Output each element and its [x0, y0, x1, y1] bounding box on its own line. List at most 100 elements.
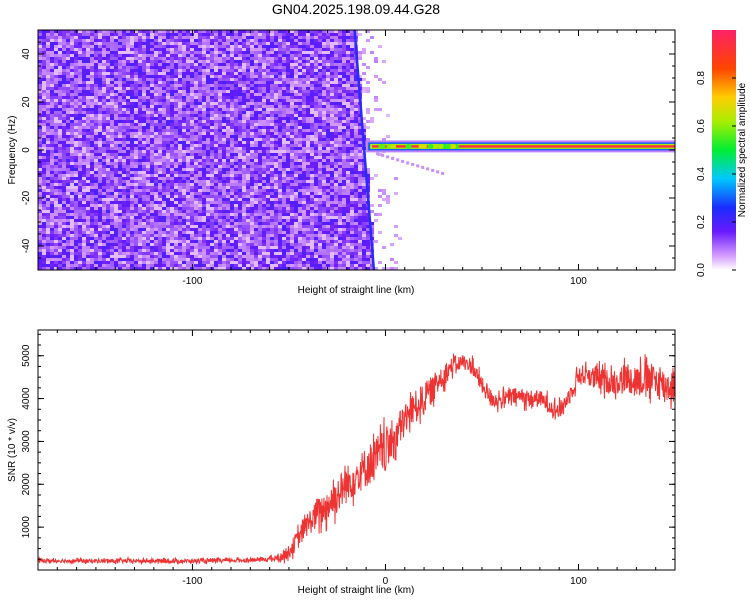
spectrogram-cell: [238, 60, 242, 63]
spectrogram-cell: [226, 195, 230, 198]
spectrogram-cell: [266, 78, 270, 81]
spectrogram-cell: [230, 105, 234, 108]
spectrogram-cell: [138, 99, 142, 102]
spectrogram-cell: [122, 165, 126, 168]
spectrogram-cell: [294, 168, 298, 171]
spectrogram-cell: [314, 198, 318, 201]
spectrogram-cell: [50, 201, 54, 204]
spectrogram-cell: [102, 30, 106, 33]
spectrogram-cell: [178, 174, 182, 177]
spectrogram-cell: [222, 99, 226, 102]
spectrogram-cell: [322, 36, 326, 39]
spectrogram-cell: [42, 153, 46, 156]
spectrogram-cell: [298, 48, 302, 51]
spectrogram-cell: [310, 165, 314, 168]
spectrogram-cell: [114, 90, 118, 93]
spectrogram-cell: [202, 180, 206, 183]
spectrogram-cell: [142, 123, 146, 126]
spectrogram-cell: [238, 66, 242, 69]
spectrogram-cell: [306, 90, 310, 93]
spectrogram-cell: [254, 201, 258, 204]
spectrogram-cell: [278, 162, 282, 165]
spectrogram-cell: [334, 132, 338, 135]
spectrogram-cell: [122, 72, 126, 75]
spectrogram-cell: [374, 60, 378, 63]
spectrogram-cell: [222, 114, 226, 117]
spectrogram-cell: [290, 102, 294, 105]
spectrogram-cell: [270, 75, 274, 78]
spectrogram-cell: [358, 192, 362, 195]
spectrogram-cell: [342, 159, 346, 162]
spectrogram-cell: [242, 183, 246, 186]
spectrogram-cell: [350, 180, 354, 183]
spectrogram-cell: [206, 135, 210, 138]
spectrogram-cell: [214, 144, 218, 147]
spectrogram-cell: [302, 123, 306, 126]
spectrogram-cell: [98, 108, 102, 111]
spectrogram-cell: [350, 120, 354, 123]
spectrogram-cell: [122, 123, 126, 126]
spectrogram-cell: [146, 141, 150, 144]
spectrogram-cell: [70, 78, 74, 81]
spectrogram-cell: [226, 171, 230, 174]
spectrogram-cell: [206, 201, 210, 204]
spectrogram-cell: [230, 96, 234, 99]
spectrogram-cell: [294, 177, 298, 180]
spectrogram-cell: [302, 135, 306, 138]
spectrogram-cell: [234, 99, 238, 102]
spectrogram-cell: [306, 153, 310, 156]
spectrogram-cell: [270, 174, 274, 177]
spectrogram-cell: [318, 177, 322, 180]
spectrogram-cell: [146, 150, 150, 153]
spectrogram-cell: [330, 162, 334, 165]
spectrogram-cell: [70, 54, 74, 57]
spectrogram-cell: [74, 210, 78, 213]
spectrogram-cell: [178, 60, 182, 63]
spectrogram-cell: [134, 135, 138, 138]
spectrogram-cell: [138, 87, 142, 90]
spectrogram-cell: [266, 192, 270, 195]
spectrogram-cell: [66, 36, 70, 39]
spectrogram-cell: [198, 90, 202, 93]
spectrogram-cell: [82, 66, 86, 69]
spectrogram-cell: [134, 123, 138, 126]
spectrogram-cell: [154, 198, 158, 201]
spectrogram-cell: [126, 141, 130, 144]
spectrogram-cell: [218, 189, 222, 192]
spectrogram-cell: [302, 120, 306, 123]
spectrogram-cell: [150, 87, 154, 90]
spectrogram-cell: [162, 117, 166, 120]
spectrogram-cell: [254, 150, 258, 153]
spectrogram-cell: [278, 183, 282, 186]
spectrogram-cell: [86, 189, 90, 192]
spectrogram-cell: [250, 108, 254, 111]
spectrogram-cell: [202, 81, 206, 84]
spectrogram-cell: [326, 63, 330, 66]
spectrogram-cell: [182, 207, 186, 210]
spectrogram-cell: [198, 126, 202, 129]
spectrogram-cell: [214, 150, 218, 153]
spectrogram-cell: [186, 132, 190, 135]
spectrogram-cell: [238, 183, 242, 186]
spectrogram-cell: [298, 33, 302, 36]
spectrogram-cell: [350, 207, 354, 210]
spectrogram-cell: [66, 30, 70, 33]
spectrogram-cell: [262, 105, 266, 108]
spectrogram-cell: [162, 99, 166, 102]
spectrogram-cell: [42, 180, 46, 183]
spectrogram-cell: [290, 75, 294, 78]
spectrogram-cell: [246, 171, 250, 174]
spectrogram-cell: [102, 186, 106, 189]
spectrogram-cell: [214, 141, 218, 144]
spectrogram-cell: [130, 108, 134, 111]
spectrogram-cell: [98, 150, 102, 153]
spectrogram-cell: [270, 87, 274, 90]
spectrogram-cell: [186, 63, 190, 66]
spectrogram-cell: [254, 99, 258, 102]
spectrogram-cell: [286, 183, 290, 186]
spectrogram-cell: [258, 90, 262, 93]
spectrogram-cell: [78, 87, 82, 90]
spectrogram-cell: [122, 156, 126, 159]
spectrogram-cell: [286, 63, 290, 66]
spectrogram-cell: [82, 78, 86, 81]
